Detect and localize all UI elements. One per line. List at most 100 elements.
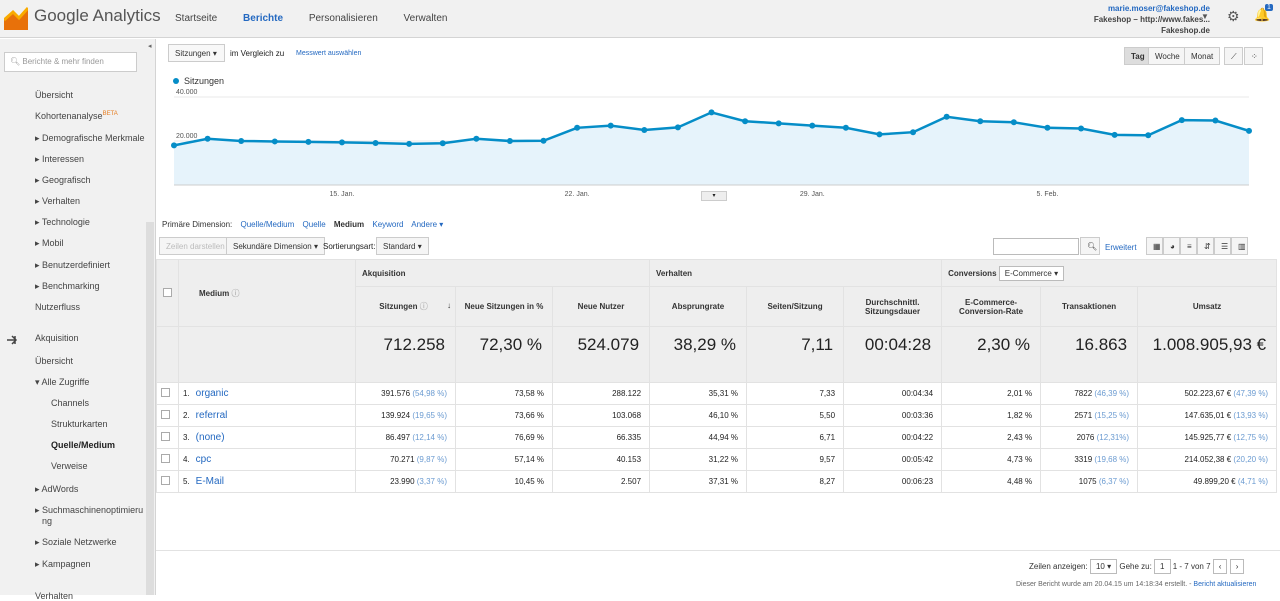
header-conversion-rate[interactable]: E-Commerce-Conversion-Rate: [941, 286, 1042, 327]
data-point[interactable]: [574, 124, 581, 131]
row-medium-link[interactable]: organic: [195, 388, 229, 399]
row-checkbox[interactable]: [161, 388, 170, 397]
goto-page-input[interactable]: 1: [1154, 559, 1171, 574]
sidebar-item[interactable]: Akquisition: [35, 333, 79, 343]
data-point[interactable]: [204, 135, 211, 142]
dim-keyword[interactable]: Keyword: [372, 220, 404, 229]
data-point[interactable]: [1078, 125, 1085, 132]
data-point[interactable]: [1044, 124, 1051, 131]
granularity-month[interactable]: Monat: [1184, 47, 1221, 65]
data-point[interactable]: [540, 137, 547, 144]
data-point[interactable]: [1246, 127, 1252, 134]
app-name[interactable]: Google Analytics: [34, 6, 161, 25]
data-point[interactable]: [238, 138, 245, 144]
data-point[interactable]: [473, 135, 480, 142]
data-point[interactable]: [1145, 132, 1152, 139]
data-point[interactable]: [977, 118, 984, 125]
row-medium-link[interactable]: referral: [195, 410, 228, 421]
data-point[interactable]: [641, 127, 648, 133]
select-all-checkbox[interactable]: [163, 287, 172, 297]
header-bounce-rate[interactable]: Absprungrate: [649, 286, 748, 327]
row-medium-link[interactable]: E-Mail: [195, 476, 225, 487]
sidebar-item[interactable]: Verweise: [51, 461, 88, 471]
rows-per-page-select[interactable]: 10 ▾: [1089, 559, 1118, 574]
sidebar-item[interactable]: ▸ Demografische Merkmale: [35, 133, 145, 143]
data-point[interactable]: [1178, 117, 1185, 124]
header-medium[interactable]: Medium ⓘ: [178, 259, 356, 327]
report-search-input[interactable]: 🔍︎ Berichte & mehr finden: [4, 52, 137, 72]
data-point[interactable]: [910, 129, 917, 136]
help-icon[interactable]: ⓘ: [231, 288, 240, 298]
data-point[interactable]: [506, 138, 513, 144]
data-point[interactable]: [1111, 131, 1118, 138]
analytics-logo-icon[interactable]: [4, 6, 28, 30]
dim-source-medium[interactable]: Quelle/Medium: [240, 220, 295, 229]
sidebar-item[interactable]: Übersicht: [35, 356, 74, 366]
sidebar-item[interactable]: Channels: [51, 398, 90, 408]
nav-verwalten[interactable]: Verwalten: [403, 13, 448, 24]
pie-view-icon[interactable]: ◕: [1163, 237, 1180, 255]
sidebar-item[interactable]: ▸ Soziale Netzwerke: [35, 537, 117, 547]
sidebar-scrollbar[interactable]: [146, 222, 154, 595]
nav-berichte[interactable]: Berichte: [243, 13, 284, 24]
pivot-view-icon[interactable]: ▥: [1231, 237, 1248, 255]
advanced-filter-link[interactable]: Erweitert: [1105, 243, 1137, 252]
sidebar-item[interactable]: ▸ Technologie: [35, 217, 90, 227]
data-point[interactable]: [1212, 117, 1219, 124]
header-new-users[interactable]: Neue Nutzer: [551, 286, 651, 327]
chart-resize-handle[interactable]: ▾: [701, 191, 727, 201]
sidebar-item[interactable]: ▸ Verhalten: [35, 196, 81, 206]
dim-other[interactable]: Andere ▾: [411, 220, 444, 229]
header-avg-duration[interactable]: Durchschnittl. Sitzungsdauer: [843, 286, 943, 327]
sidebar-item[interactable]: KohortenanalyseBETA: [35, 111, 118, 121]
metric-select[interactable]: Sitzungen ▾: [168, 44, 225, 62]
sidebar-item[interactable]: Strukturkarten: [51, 419, 108, 429]
refresh-report-link[interactable]: Bericht aktualisieren: [1193, 581, 1257, 588]
data-point[interactable]: [842, 124, 849, 131]
prev-page-button[interactable]: ‹: [1212, 559, 1228, 574]
header-pages-per-session[interactable]: Seiten/Sitzung: [746, 286, 845, 327]
row-checkbox[interactable]: [161, 432, 170, 441]
comparison-view-icon[interactable]: ⇵: [1197, 237, 1214, 255]
header-sessions[interactable]: Sitzungen ⓘ ↓: [355, 286, 456, 327]
sidebar-item[interactable]: ▸ Kampagnen: [35, 559, 91, 569]
chevron-down-icon[interactable]: ▼: [1201, 12, 1209, 21]
secondary-dimension-select[interactable]: Sekundäre Dimension ▾: [226, 237, 325, 255]
row-checkbox[interactable]: [161, 410, 170, 419]
collapse-sidebar-icon[interactable]: ◂: [148, 43, 152, 50]
granularity-week[interactable]: Woche: [1148, 47, 1187, 65]
sidebar-item[interactable]: Quelle/Medium: [51, 440, 116, 450]
data-point[interactable]: [742, 118, 749, 125]
dim-source[interactable]: Quelle: [302, 220, 326, 229]
table-search-input[interactable]: [993, 238, 1079, 255]
row-medium-link[interactable]: (none): [195, 432, 225, 443]
data-point[interactable]: [338, 139, 345, 146]
sidebar-item[interactable]: ▾ Alle Zugriffe: [35, 377, 90, 387]
sidebar-item[interactable]: ▸ Mobil: [35, 238, 64, 248]
sidebar-item[interactable]: ▸ Benchmarking: [35, 281, 100, 291]
data-point[interactable]: [775, 120, 782, 127]
term-cloud-icon[interactable]: ☰: [1214, 237, 1231, 255]
header-new-sessions-pct[interactable]: Neue Sitzungen in %: [455, 286, 553, 327]
row-checkbox[interactable]: [161, 454, 170, 463]
data-point[interactable]: [674, 124, 681, 131]
sidebar-item[interactable]: Nutzerfluss: [35, 302, 81, 312]
row-medium-link[interactable]: cpc: [195, 454, 212, 465]
row-checkbox[interactable]: [161, 476, 170, 485]
next-page-button[interactable]: ›: [1229, 559, 1245, 574]
help-icon[interactable]: ⓘ: [419, 302, 428, 311]
data-point[interactable]: [372, 139, 379, 146]
table-view-icon[interactable]: ▦: [1146, 237, 1163, 255]
motion-chart-icon[interactable]: ⁘: [1244, 47, 1263, 65]
data-point[interactable]: [607, 122, 614, 129]
data-point[interactable]: [876, 131, 883, 138]
data-point[interactable]: [708, 109, 715, 116]
nav-personalisieren[interactable]: Personalisieren: [308, 13, 378, 24]
sidebar-item[interactable]: ▸ Geografisch: [35, 175, 91, 185]
dim-medium[interactable]: Medium: [333, 220, 365, 229]
sidebar-item[interactable]: ▸ Suchmaschinenoptimieru: [35, 505, 144, 515]
data-point[interactable]: [271, 138, 278, 145]
nav-startseite[interactable]: Startseite: [175, 13, 218, 24]
data-point[interactable]: [439, 140, 446, 147]
data-point[interactable]: [171, 142, 177, 149]
